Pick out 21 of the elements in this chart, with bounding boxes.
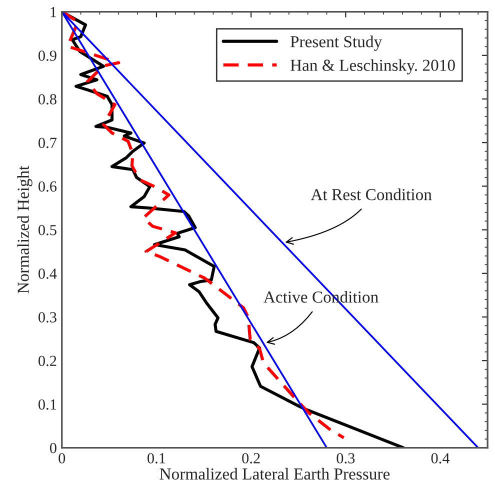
legend-label: Present Study <box>290 36 382 51</box>
annotation: At Rest Condition <box>310 188 432 200</box>
y-tick-label: 0.9 <box>38 50 56 61</box>
x-axis-title: Normalized Lateral Earth Pressure <box>160 468 390 480</box>
y-tick-label: 0.2 <box>38 356 56 366</box>
y-tick-label: 0.7 <box>38 138 57 148</box>
y-tick-label: 0.5 <box>38 224 56 236</box>
y-tick-label: 0 <box>50 442 56 454</box>
x-tick-label: 0.4 <box>431 453 450 464</box>
legend-label: Han & Leschinsky. 2010 <box>290 59 455 74</box>
y-tick-label: 0.6 <box>38 181 57 192</box>
y-axis-title: Normalized Height <box>17 166 32 294</box>
x-tick-label: 0.3 <box>336 453 355 464</box>
y-tick-label: 0.1 <box>38 399 56 410</box>
y-tick-label: 0.4 <box>38 268 57 279</box>
y-tick-label: 0.8 <box>38 94 56 105</box>
y-tick-label: 0.3 <box>38 312 56 323</box>
x-tick-label: 0.1 <box>148 453 166 464</box>
x-tick-label: 0 <box>58 453 66 464</box>
y-tick-label: 1 <box>50 7 56 18</box>
x-tick-label: 0.2 <box>242 453 260 464</box>
